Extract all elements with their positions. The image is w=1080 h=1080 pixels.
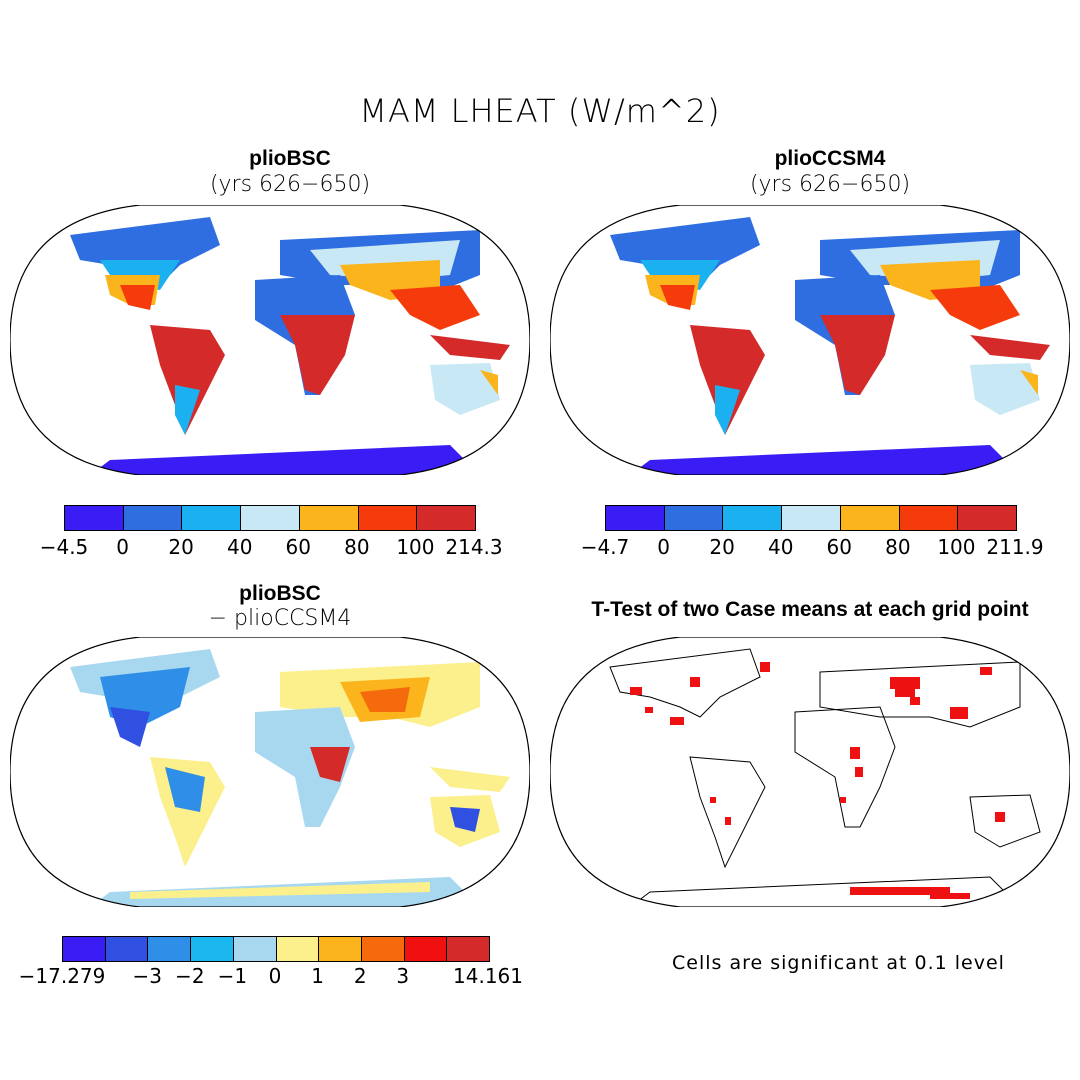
colorbar-swatch xyxy=(105,937,149,961)
colorbar-tick-label: 14.161 xyxy=(453,964,523,988)
colorbar-pliobsc xyxy=(64,505,476,531)
panel-title-difference: plioBSC xyxy=(239,582,321,605)
colorbar-tick-label: 214.3 xyxy=(445,535,503,559)
panel-title-plioccsm4: plioCCSM4 xyxy=(774,147,886,170)
colorbar-swatch xyxy=(148,937,192,961)
colorbar-tick-label: 60 xyxy=(826,535,853,559)
colorbar-tick-label: 3 xyxy=(396,964,410,988)
colorbar-swatch xyxy=(299,506,359,530)
colorbar-swatch xyxy=(404,937,448,961)
map-plioccsm4 xyxy=(550,205,1070,475)
colorbar-swatch xyxy=(233,937,277,961)
colorbar-tick-label: 20 xyxy=(709,535,735,559)
colorbar-swatch xyxy=(191,937,234,961)
colorbar-swatch xyxy=(899,506,959,530)
colorbar-swatch xyxy=(840,506,900,530)
panel-subtitle-difference: − plioCCSM4 xyxy=(208,606,352,631)
colorbar-swatch xyxy=(417,506,476,530)
colorbar-swatch xyxy=(361,937,405,961)
main-title: MAM LHEAT (W/m^2) xyxy=(359,92,721,130)
colorbar-tick-label: 80 xyxy=(344,535,370,559)
colorbar-tick-label: 2 xyxy=(353,964,367,988)
colorbar-swatch xyxy=(241,506,300,530)
colorbar-tick-label: −4.7 xyxy=(580,535,630,559)
colorbar-tick-label: 40 xyxy=(767,535,794,559)
panel-subtitle-pliobsc: (yrs 626−650) xyxy=(209,172,371,197)
colorbar-tick-label: 20 xyxy=(168,535,194,559)
colorbar-tick-label: 0 xyxy=(116,535,129,559)
colorbar-swatch xyxy=(319,937,362,961)
significance-note: Cells are significant at 0.1 level xyxy=(672,952,1005,974)
colorbar-tick-label: 0 xyxy=(268,964,282,988)
colorbar-swatch xyxy=(358,506,418,530)
colorbar-tick-label: 0 xyxy=(657,535,670,559)
colorbar-swatch xyxy=(664,506,724,530)
colorbar-tick-label: 80 xyxy=(885,535,911,559)
colorbar-tick-label: 40 xyxy=(226,535,253,559)
map-difference xyxy=(10,637,530,907)
colorbar-swatch xyxy=(276,937,320,961)
colorbar-tick-label: 1 xyxy=(311,964,324,988)
colorbar-plioccsm4 xyxy=(605,505,1017,531)
map-pliobsc xyxy=(10,205,530,475)
colorbar-swatch xyxy=(958,506,1017,530)
colorbar-tick-label: −3 xyxy=(132,964,162,988)
colorbar-tick-label: −17.279 xyxy=(18,964,106,988)
panel-title-pliobsc: plioBSC xyxy=(249,147,331,170)
panel-title-ttest: T-Test of two Case means at each grid po… xyxy=(591,598,1029,621)
colorbar-difference xyxy=(62,936,490,962)
colorbar-tick-label: 100 xyxy=(396,535,435,559)
colorbar-tick-label: −1 xyxy=(217,964,248,988)
colorbar-swatch xyxy=(123,506,183,530)
map-ttest xyxy=(550,637,1070,907)
colorbar-swatch xyxy=(182,506,242,530)
colorbar-tick-label: −4.5 xyxy=(39,535,89,559)
colorbar-swatch xyxy=(65,506,124,530)
colorbar-tick-label: 100 xyxy=(937,535,976,559)
colorbar-swatch xyxy=(447,937,490,961)
panel-subtitle-plioccsm4: (yrs 626−650) xyxy=(749,172,911,197)
colorbar-swatch xyxy=(63,937,106,961)
colorbar-tick-label: 60 xyxy=(285,535,312,559)
colorbar-swatch xyxy=(723,506,783,530)
colorbar-swatch xyxy=(782,506,841,530)
colorbar-tick-label: 211.9 xyxy=(986,535,1044,559)
colorbar-tick-label: −2 xyxy=(175,964,205,988)
colorbar-swatch xyxy=(606,506,665,530)
